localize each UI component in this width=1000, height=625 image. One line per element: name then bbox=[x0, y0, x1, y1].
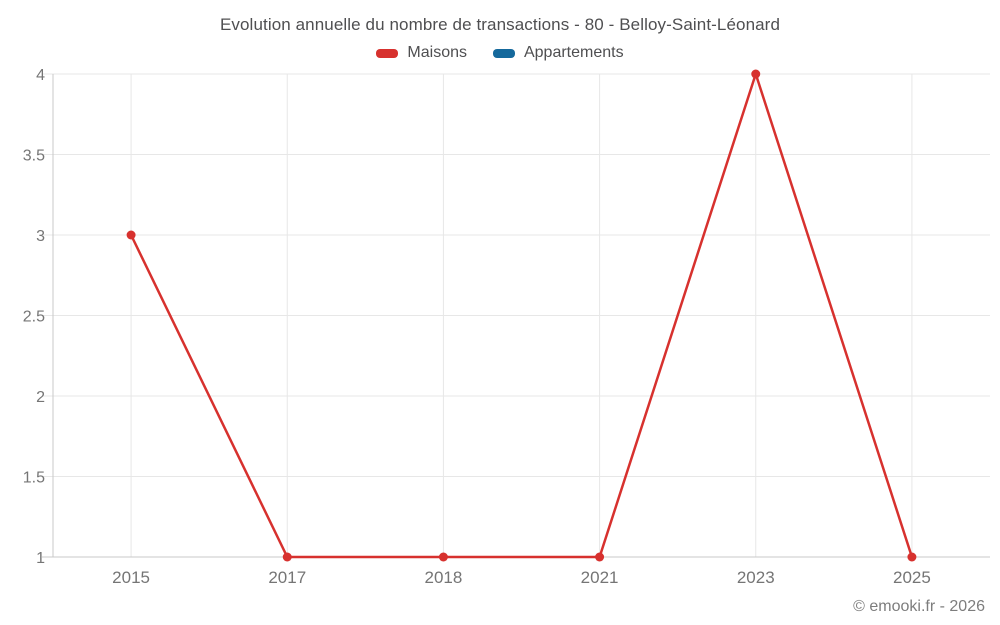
y-tick-label: 2.5 bbox=[23, 309, 45, 326]
maisons-series-swatch-icon bbox=[376, 48, 399, 58]
y-tick-label: 3.5 bbox=[23, 148, 45, 165]
x-tick-label: 2021 bbox=[581, 568, 619, 587]
legend-item-maisons[interactable]: Maisons bbox=[376, 44, 467, 62]
data-point-maisons[interactable] bbox=[282, 552, 292, 562]
data-point-maisons[interactable] bbox=[438, 552, 448, 562]
data-point-maisons[interactable] bbox=[751, 69, 761, 79]
x-tick-label: 2018 bbox=[425, 568, 463, 587]
series-line-maisons bbox=[129, 72, 914, 559]
legend-item-appartements[interactable]: Appartements bbox=[492, 44, 624, 62]
x-tick-label: 2023 bbox=[737, 568, 775, 587]
y-tick-label: 4 bbox=[36, 67, 45, 84]
y-tick-label: 1.5 bbox=[23, 470, 45, 487]
x-tick-label: 2017 bbox=[268, 568, 306, 587]
y-tick-label: 2 bbox=[36, 389, 45, 406]
data-point-maisons[interactable] bbox=[907, 552, 917, 562]
chart-title: Evolution annuelle du nombre de transact… bbox=[219, 15, 781, 34]
legend-label-maisons: Maisons bbox=[407, 44, 467, 61]
y-tick-label: 1 bbox=[36, 550, 45, 567]
x-tick-label: 2015 bbox=[112, 568, 150, 587]
appartements-series-swatch-icon bbox=[492, 48, 515, 58]
data-point-maisons[interactable] bbox=[595, 552, 605, 562]
y-tick-label: 3 bbox=[36, 228, 45, 245]
chart-legend: Maisons Appartements bbox=[0, 44, 1000, 62]
legend-label-appartements: Appartements bbox=[523, 44, 624, 61]
x-tick-label: 2025 bbox=[893, 568, 931, 587]
attribution-text: © emooki.fr - 2026 bbox=[853, 598, 985, 615]
data-point-maisons[interactable] bbox=[126, 230, 136, 240]
